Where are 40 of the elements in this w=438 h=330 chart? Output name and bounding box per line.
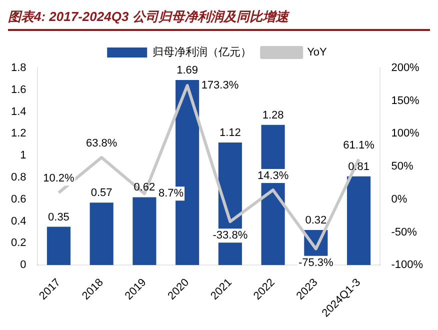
bar	[346, 176, 371, 266]
y-tick-label: 0.2	[10, 237, 26, 250]
data-label: 10.2%	[43, 172, 75, 185]
data-label: 0.62	[134, 182, 156, 194]
bar	[90, 202, 114, 266]
data-label: 0.57	[90, 187, 112, 200]
data-label: 1.28	[262, 109, 284, 122]
y2-tick-label: 100%	[391, 128, 420, 140]
y-tick-label: 0.6	[10, 193, 26, 206]
y2-tick-label: 50%	[391, 160, 414, 173]
legend-label: 归母净利润（亿元）	[152, 46, 252, 59]
data-label: 173.3%	[201, 80, 239, 92]
data-label: 1.12	[219, 126, 241, 139]
y-tick-label: 0	[20, 259, 26, 272]
y-tick-label: 0.8	[10, 172, 26, 184]
y2-tick-label: -100%	[391, 259, 424, 272]
y-tick-label: 1.2	[10, 128, 26, 140]
data-label: 1.69	[176, 64, 198, 77]
data-label: 63.8%	[86, 138, 118, 150]
y-tick-label: 1	[20, 150, 26, 162]
y2-tick-label: 150%	[391, 94, 420, 107]
bar	[132, 197, 156, 266]
data-label: 8.7%	[158, 188, 184, 200]
y-tick-label: 0.4	[10, 215, 26, 228]
y2-tick-label: 200%	[391, 62, 420, 74]
data-label: 61.1%	[343, 139, 375, 152]
bar	[46, 226, 71, 266]
y-tick-label: 1.8	[10, 62, 26, 74]
legend-label: YoY	[307, 46, 328, 59]
data-label: 0.35	[48, 211, 70, 224]
data-label: -33.8%	[212, 230, 248, 242]
y-tick-label: 1.6	[10, 84, 26, 96]
data-label: 0.81	[348, 160, 370, 173]
data-label: -75.3%	[298, 256, 334, 269]
chart-title: 图表4: 2017-2024Q3 公司归母净利润及同比增速	[8, 8, 430, 31]
data-label: 0.32	[305, 214, 327, 227]
y-tick-label: 1.4	[10, 106, 26, 118]
y2-tick-label: -50%	[391, 226, 418, 238]
y2-tick-label: 0%	[391, 193, 408, 206]
data-label: 14.3%	[257, 170, 289, 182]
